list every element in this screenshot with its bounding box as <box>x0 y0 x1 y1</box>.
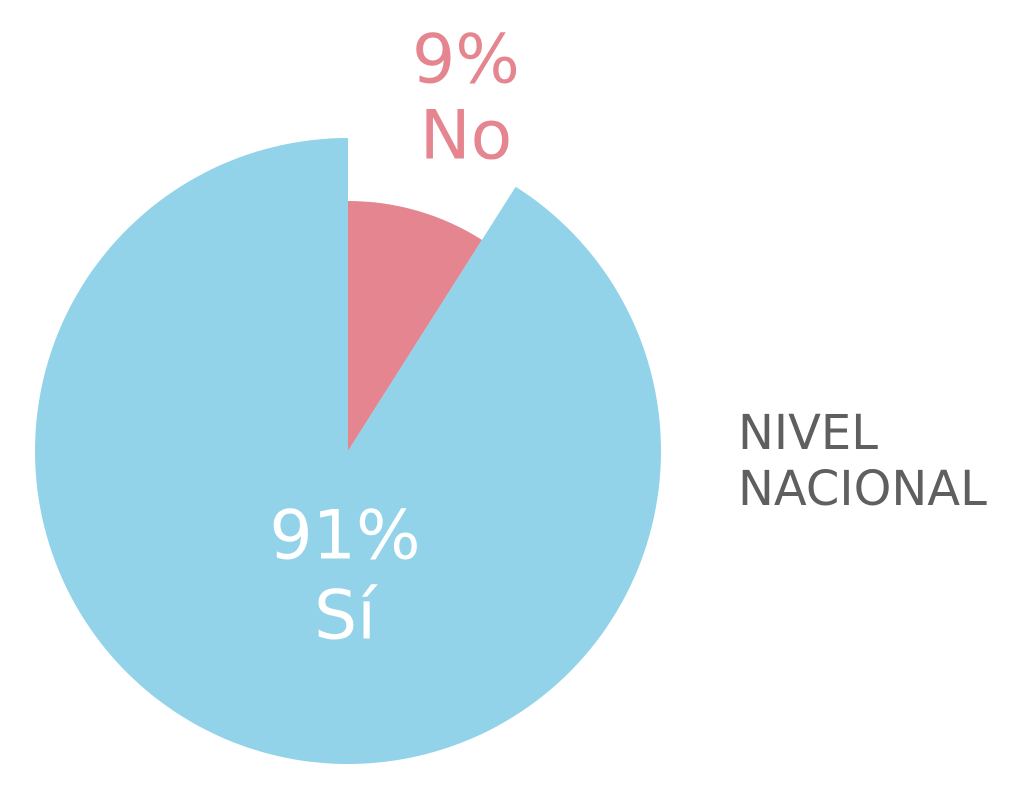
chart-title: NIVEL NACIONAL <box>738 405 987 517</box>
pie-slice <box>35 138 662 764</box>
value-label: 91% <box>269 497 420 576</box>
pie-slice <box>348 201 482 451</box>
value-label: 9% <box>412 21 520 100</box>
category-label: No <box>420 97 512 176</box>
category-label: Sí <box>314 577 378 656</box>
